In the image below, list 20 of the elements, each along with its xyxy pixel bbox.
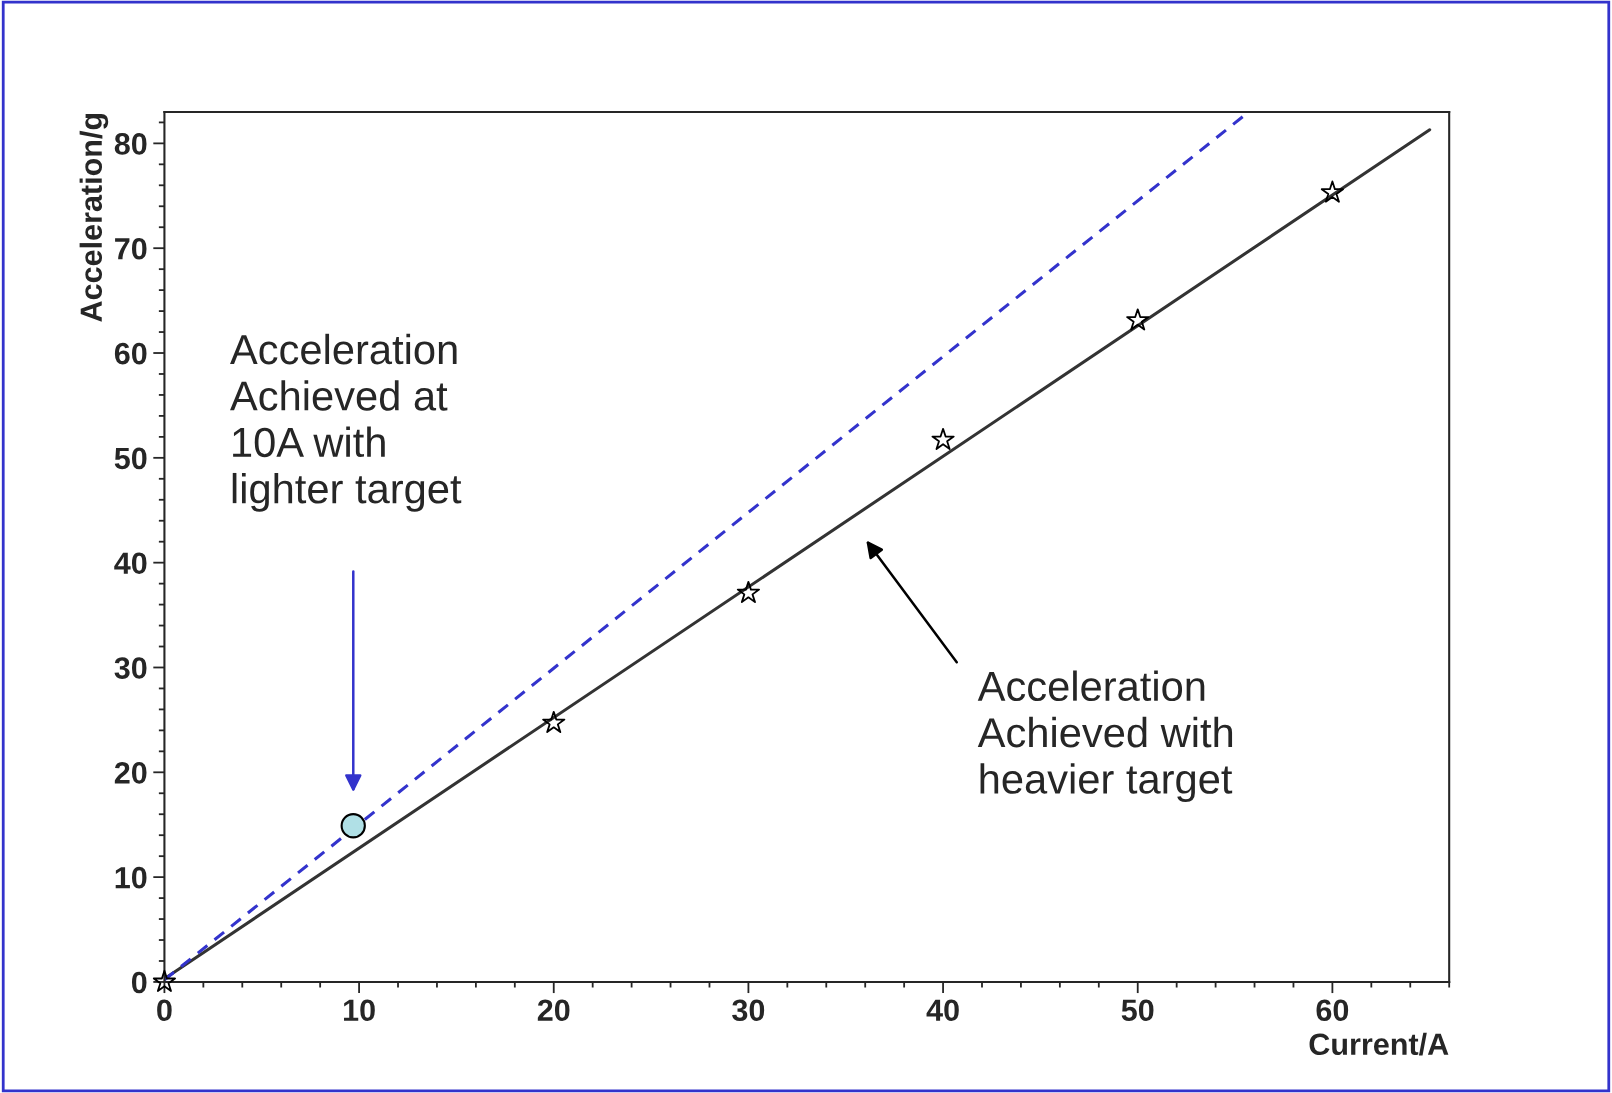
x-tick-label: 0 — [157, 999, 172, 1022]
y-tick-label: 60 — [114, 342, 147, 365]
x-tick-label: 40 — [926, 999, 959, 1022]
x-tick-label: 20 — [537, 999, 570, 1022]
y-tick-label: 80 — [114, 133, 147, 155]
y-tick-label: 10 — [115, 866, 147, 889]
x-tick-label: 60 — [1316, 999, 1349, 1022]
x-tick-label: 10 — [344, 999, 375, 1022]
y-tick-label: 30 — [114, 657, 147, 679]
y-tick-label: 40 — [114, 552, 147, 575]
y-tick-label: 20 — [114, 762, 147, 784]
x-axis-title: Current/A — [1309, 1032, 1449, 1056]
y-tick-label: 50 — [114, 447, 147, 470]
y-tick-label: 70 — [115, 237, 147, 260]
annotation: Acceleration Achieved at 10A with lighter target — [230, 333, 462, 512]
x-tick-label: 50 — [1121, 999, 1154, 1022]
x-tick-label: 30 — [732, 999, 765, 1022]
y-tick-label: 0 — [131, 971, 147, 994]
y-axis-title: Acceleration/g — [79, 113, 109, 322]
annotation: Acceleration Achieved with heavier target — [977, 670, 1233, 803]
